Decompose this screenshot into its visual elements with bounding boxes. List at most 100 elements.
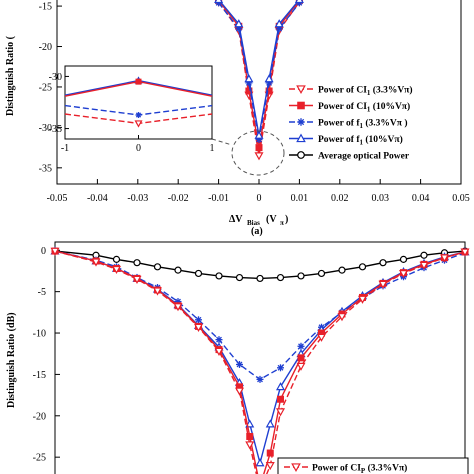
top-series-3-line — [218, 0, 300, 136]
bottom-series-4-point — [50, 247, 60, 256]
top-series-3-point — [244, 74, 254, 83]
bottom-series-0-point — [317, 269, 326, 278]
bottom-series-0-point — [215, 272, 223, 280]
top-series-3-point — [254, 130, 264, 139]
bottom-legend-tail: (3.3%Vπ) — [365, 463, 407, 474]
bottom-y-tick-label: -15 — [33, 370, 46, 381]
inset-y-tick-label: -30 — [49, 72, 62, 83]
legend-marker-3 — [296, 133, 306, 143]
bottom-series-1-point — [277, 364, 284, 372]
top-y-tick-label: -30 — [39, 123, 52, 134]
bottom-legend-box — [277, 457, 469, 474]
bottom-series-2-point — [275, 382, 286, 391]
bottom-chart: 0 -5 -10 -15 -20 -25 Distinguish Ratio (dB) P… — [6, 241, 470, 474]
legend-label-main: Power of CI — [318, 102, 367, 112]
top-y-tick-label: -35 — [39, 163, 52, 174]
bottom-series-1-point-stroke — [277, 364, 284, 371]
top-legend: Power of CI1 (3.3%Vπ)Power of CI1 (10%Vπ… — [289, 85, 413, 162]
bottom-series-4-point — [460, 248, 470, 257]
bottom-series-0-point — [420, 251, 428, 259]
legend-marker-1 — [297, 101, 305, 110]
bottom-series-0-point — [133, 259, 141, 267]
top-y-ticks: -15-20-25-30-35 — [39, 2, 62, 174]
top-y-tick-label: -25 — [39, 82, 52, 93]
top-series-1-line — [218, 0, 300, 148]
bottom-series-1-point-stroke — [195, 316, 202, 323]
legend-label-1: Power of CI1 (10%Vπ) — [318, 101, 410, 114]
bottom-series-0-point — [194, 269, 203, 278]
bottom-series-1-point — [236, 360, 243, 368]
bottom-series-3-line — [54, 250, 466, 474]
bottom-legend-main: Power of CI — [312, 464, 361, 474]
bottom-series-4-point — [337, 313, 347, 322]
legend-label-tail: (10%Vπ) — [370, 101, 410, 112]
legend-label-sub: 1 — [367, 89, 371, 97]
bottom-series-0-point — [276, 273, 285, 282]
top-series-3-point — [264, 74, 274, 83]
bottom-series-4-line — [54, 250, 466, 474]
inset-series-2-point — [135, 112, 142, 119]
top-xlabel-unit: (V — [266, 214, 277, 225]
bottom-series-4-point — [111, 265, 122, 275]
bottom-legend-sub: P — [361, 467, 366, 474]
bottom-series-4-point — [91, 258, 101, 267]
bottom-series-0-point — [358, 263, 367, 271]
bottom-series-4-point — [398, 270, 409, 279]
bottom-series-4-point — [214, 347, 224, 356]
top-y-tick-label: -20 — [39, 42, 52, 53]
top-x-tick-label: -0.03 — [127, 193, 148, 204]
bottom-series-4-point — [265, 462, 275, 471]
bottom-series-1-point — [256, 375, 264, 383]
inset-chart: -30 -35 -1 0 1 — [49, 65, 215, 154]
inset-series-1-point — [135, 78, 142, 85]
top-x-tick-label: 0.04 — [412, 193, 430, 204]
bottom-y-ticks: 0 -5 -10 -15 -20 -25 — [33, 246, 60, 464]
legend-marker-4 — [297, 151, 305, 159]
bottom-series-2-point — [255, 458, 265, 467]
bottom-series-4-point — [173, 303, 183, 312]
bottom-series-1-point — [215, 336, 223, 344]
legend-label-main: Average optical Power — [318, 152, 410, 162]
bottom-plot-frame — [54, 241, 466, 474]
top-series-3-point — [234, 19, 244, 28]
bottom-series-0-point — [174, 266, 182, 274]
bottom-series-4-point — [357, 295, 368, 304]
legend-label-sub: 1 — [360, 122, 364, 130]
top-x-ticks: -0.05 -0.04 -0.03 -0.02 -0.01 0 0.01 0.02 0.03 0.… — [47, 179, 470, 204]
bottom-series-4-point — [245, 441, 255, 450]
bottom-series-1-point-stroke — [257, 376, 263, 383]
bottom-series-4-point — [378, 280, 388, 289]
bottom-series-0-point — [297, 272, 305, 280]
legend-label-2: Power of f1 (3.3%Vπ ) — [318, 118, 408, 131]
legend-marker-0 — [296, 85, 306, 95]
bottom-series-1-point-stroke — [236, 361, 243, 368]
bottom-series-0-point — [256, 274, 264, 283]
bottom-series-0-point — [112, 255, 121, 263]
legend-label-3: Power of f1 (10%Vπ) — [318, 134, 403, 147]
top-x-tick-label: -0.05 — [47, 193, 68, 204]
inset-x-tick-label: 0 — [136, 143, 141, 154]
bottom-series-1-point-stroke — [298, 343, 304, 350]
top-series-3-point — [274, 19, 284, 28]
top-x-tick-label: 0.01 — [291, 193, 309, 204]
bottom-series-2-line — [54, 250, 466, 466]
legend-label-main: Power of f — [318, 135, 360, 145]
legend-label-tail: (3.3%Vπ ) — [363, 118, 408, 129]
bottom-series-4-point — [152, 287, 163, 296]
top-x-tick-label: 0 — [257, 193, 262, 204]
top-xlabel-close: ) — [285, 214, 288, 225]
legend-label-tail: (10%Vπ) — [363, 134, 403, 145]
bottom-series-3-point — [277, 395, 284, 403]
bottom-series-3-point — [246, 432, 254, 440]
zoom-circle — [231, 130, 285, 176]
top-y-tick-label: -15 — [39, 2, 52, 13]
bottom-series-0-point — [153, 263, 162, 271]
inset-x-tick-label: -1 — [61, 143, 69, 154]
top-series-3-point — [294, 0, 304, 4]
legend-label-sub: 1 — [367, 106, 371, 114]
top-series-0-point — [254, 152, 264, 161]
bottom-y-tick-label: -10 — [33, 329, 46, 340]
bottom-series-1-point-stroke — [216, 336, 222, 343]
legend-label-0: Power of CI1 (3.3%Vπ) — [318, 85, 413, 98]
